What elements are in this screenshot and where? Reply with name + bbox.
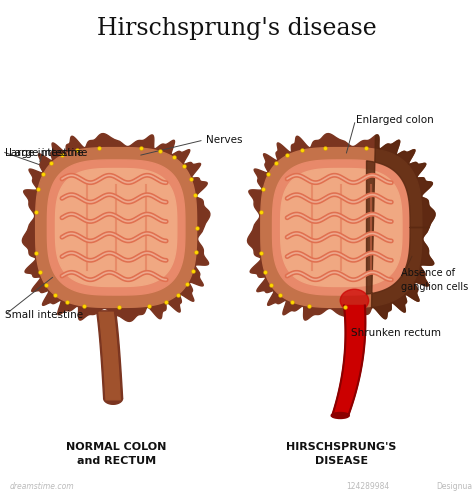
Polygon shape	[22, 134, 210, 322]
Polygon shape	[247, 134, 435, 322]
Polygon shape	[47, 160, 185, 295]
Text: NORMAL COLON
and RECTUM: NORMAL COLON and RECTUM	[66, 442, 166, 466]
Text: Large intestine: Large intestine	[9, 148, 87, 158]
Polygon shape	[104, 398, 123, 404]
Polygon shape	[366, 135, 435, 319]
Polygon shape	[273, 160, 410, 295]
Polygon shape	[36, 148, 197, 308]
Polygon shape	[99, 312, 120, 400]
Text: Large intestine: Large intestine	[5, 148, 83, 158]
Text: HIRSCHSPRUNG'S
DISEASE: HIRSCHSPRUNG'S DISEASE	[286, 442, 396, 466]
Ellipse shape	[331, 412, 349, 418]
Text: Nerves: Nerves	[206, 135, 243, 145]
Text: Shrunken rectum: Shrunken rectum	[351, 328, 441, 338]
Text: Hirschsprung's disease: Hirschsprung's disease	[97, 18, 377, 40]
Polygon shape	[55, 168, 177, 286]
Text: Absence of
ganglion cells: Absence of ganglion cells	[401, 268, 468, 291]
Text: Enlarged colon: Enlarged colon	[356, 115, 433, 125]
Text: Designua: Designua	[436, 482, 472, 491]
Ellipse shape	[340, 289, 369, 312]
Text: 124289984: 124289984	[346, 482, 389, 491]
Polygon shape	[281, 168, 402, 286]
Polygon shape	[332, 306, 365, 416]
Text: Small intestine: Small intestine	[5, 310, 83, 320]
Polygon shape	[97, 311, 123, 398]
Polygon shape	[261, 148, 422, 308]
Text: dreamstime.com: dreamstime.com	[9, 482, 74, 491]
